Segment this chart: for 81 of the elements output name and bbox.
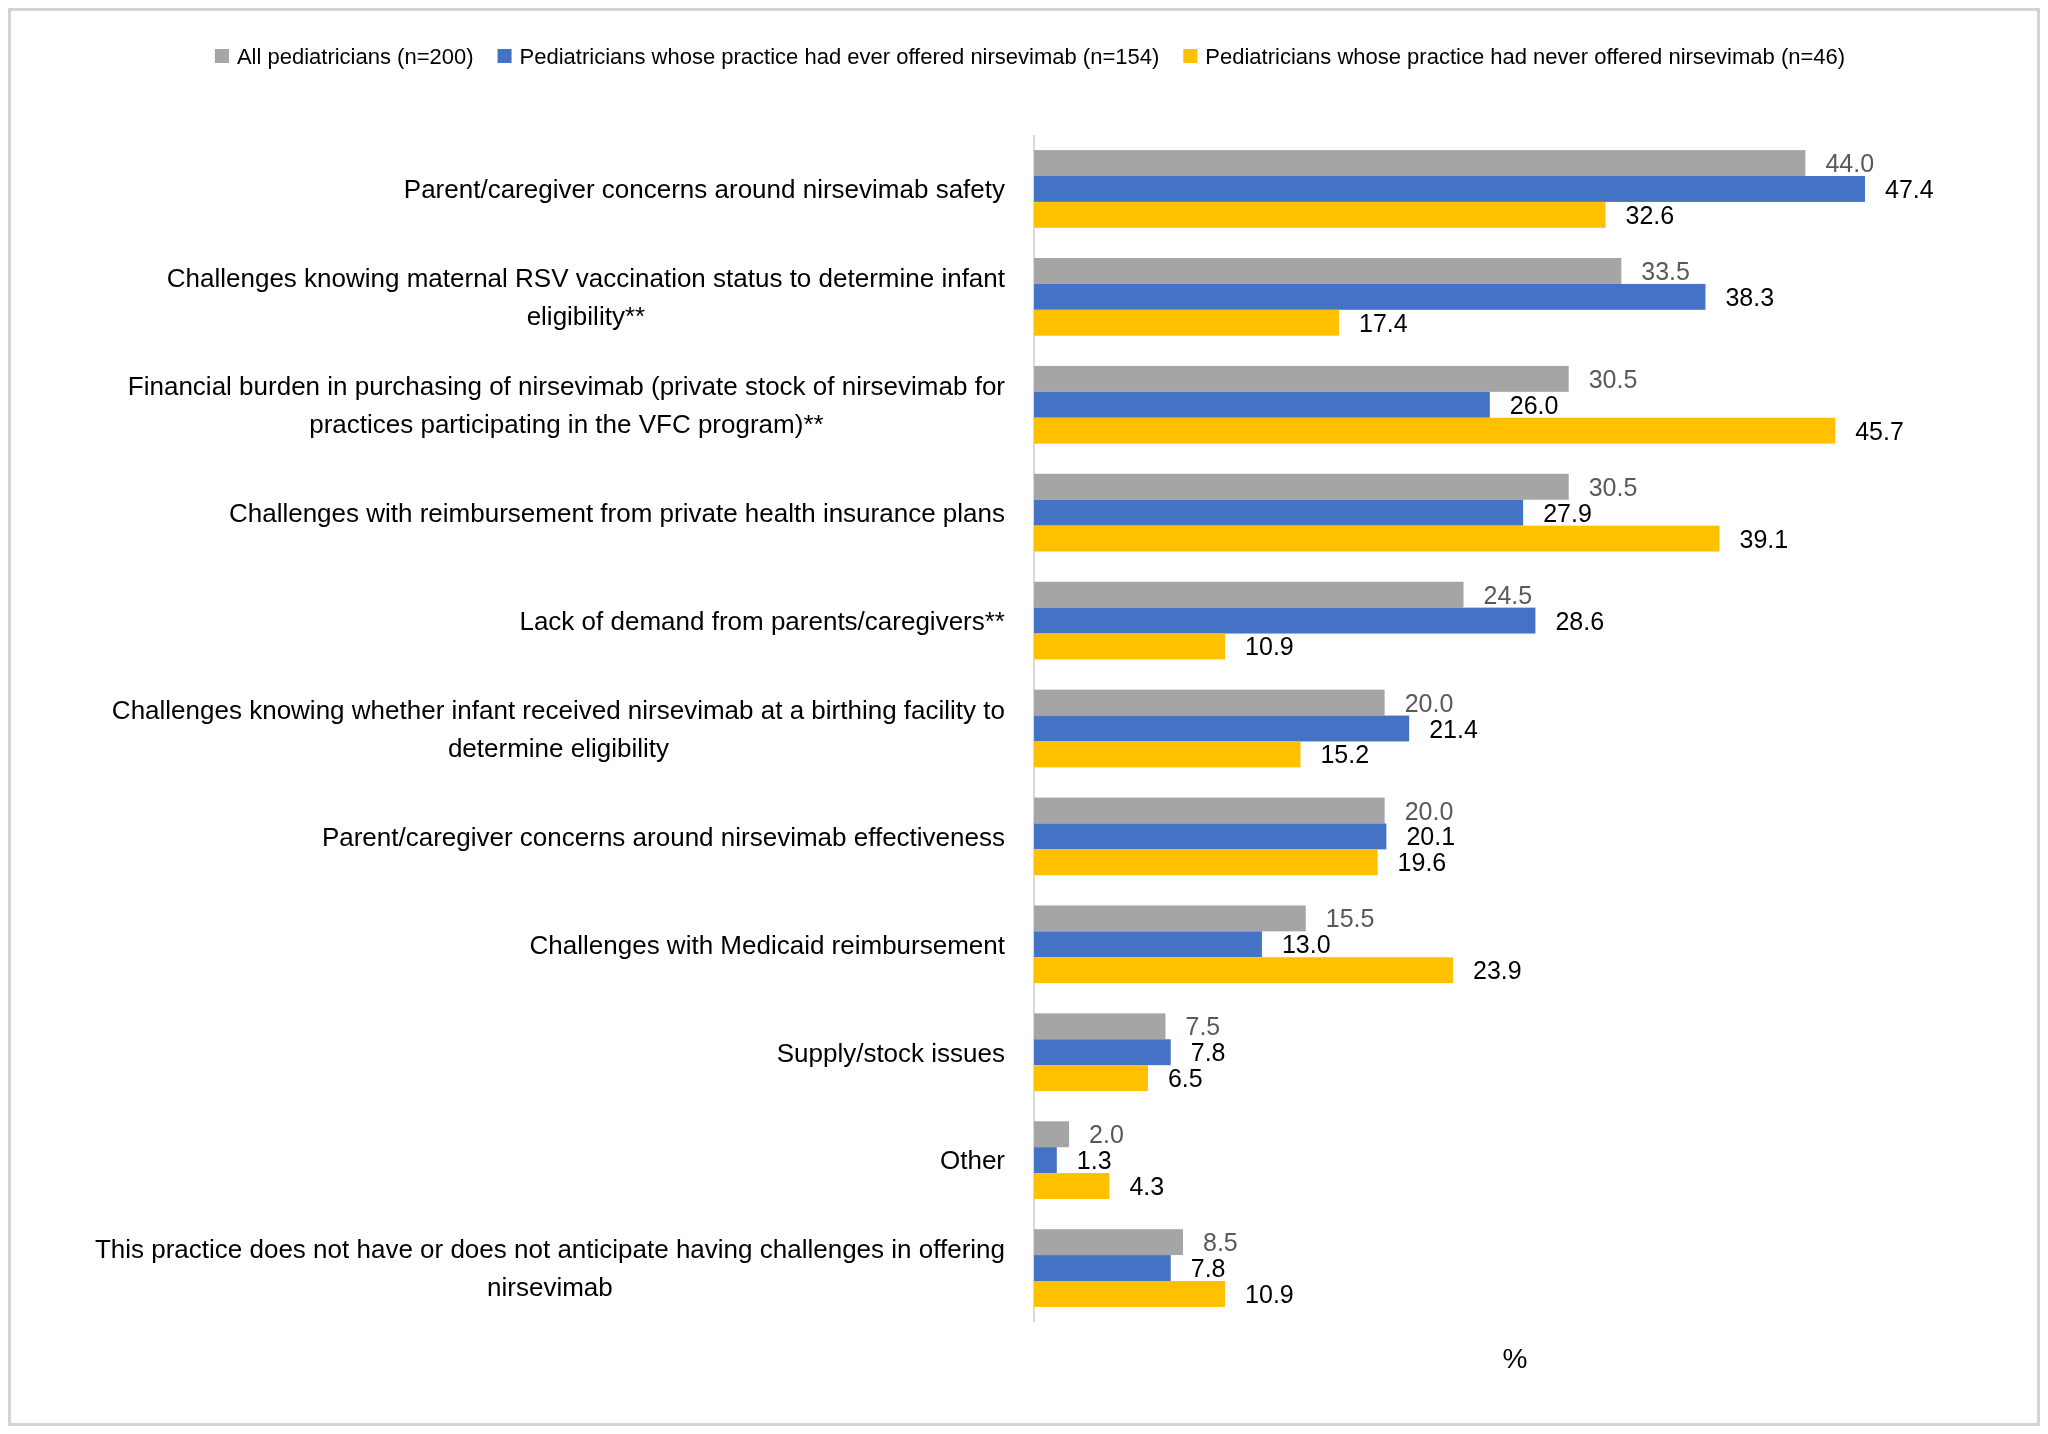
data-label: 45.7 xyxy=(1855,416,1904,445)
bar xyxy=(1034,1147,1057,1174)
data-label: 7.8 xyxy=(1190,1038,1226,1067)
bar xyxy=(1034,1229,1184,1256)
bar xyxy=(1034,957,1454,984)
data-label: 21.4 xyxy=(1429,714,1478,743)
data-label: 30.5 xyxy=(1588,364,1638,393)
data-label: 30.5 xyxy=(1588,472,1638,501)
data-label: 32.6 xyxy=(1625,200,1675,229)
bar xyxy=(1034,715,1410,742)
legend-label: Pediatricians whose practice had ever offered nirsevimab (n=154) xyxy=(519,43,1160,69)
bar xyxy=(1034,283,1706,310)
bar xyxy=(1034,1039,1171,1066)
y-tick-label: Financial burden in purchasing of nirsevimab (private stock of nirsevimab for practices participating in the VFC program)** xyxy=(127,371,1006,440)
y-tick-label: Parent/caregiver concerns around nirsevimab safety xyxy=(403,174,1005,205)
data-label: 10.9 xyxy=(1245,1279,1294,1308)
data-label: 20.1 xyxy=(1406,822,1456,851)
data-label: 7.5 xyxy=(1185,1012,1221,1041)
data-label: 38.3 xyxy=(1725,282,1775,311)
data-label: 7.8 xyxy=(1190,1254,1226,1283)
bar xyxy=(1034,797,1385,824)
data-label: 33.5 xyxy=(1641,256,1690,285)
bar xyxy=(1034,1255,1171,1281)
bar xyxy=(1034,150,1806,177)
data-label: 13.0 xyxy=(1281,930,1331,959)
bar xyxy=(1034,689,1385,716)
bar xyxy=(1034,1013,1166,1040)
data-label: 39.1 xyxy=(1739,524,1789,553)
bar xyxy=(1034,1065,1148,1092)
data-label: 24.5 xyxy=(1483,580,1533,609)
bar xyxy=(1034,391,1490,418)
bar xyxy=(1034,201,1606,228)
data-label: 1.3 xyxy=(1076,1146,1112,1175)
y-tick-label: Challenges knowing whether infant received nirsevimab at a birthing facility to determine eligibility xyxy=(111,694,1005,763)
x-axis-title: % xyxy=(1502,1343,1528,1375)
data-label: 44.0 xyxy=(1825,149,1875,178)
data-label: 8.5 xyxy=(1203,1228,1238,1257)
y-tick-label: Challenges knowing maternal RSV vaccination status to determine infant eligibility** xyxy=(166,263,1006,332)
bar xyxy=(1034,823,1387,850)
legend-label: All pediatricians (n=200) xyxy=(236,43,474,69)
data-label: 15.2 xyxy=(1320,740,1370,769)
y-tick-label: This practice does not have or does not anticipate having challenges in offering nirsevimab xyxy=(94,1234,1005,1303)
legend-label: Pediatricians whose practice had never offered nirsevimab (n=46) xyxy=(1205,43,1846,69)
data-label: 47.4 xyxy=(1885,174,1934,203)
data-label: 26.0 xyxy=(1509,390,1559,419)
data-label: 19.6 xyxy=(1397,848,1447,877)
bar xyxy=(1034,931,1262,958)
bar xyxy=(1034,741,1301,768)
data-label: 6.5 xyxy=(1167,1064,1203,1093)
data-label: 2.0 xyxy=(1089,1120,1124,1149)
bar xyxy=(1034,1280,1226,1307)
data-label: 28.6 xyxy=(1555,606,1605,635)
bar xyxy=(1034,176,1865,202)
bar xyxy=(1034,525,1720,552)
bar xyxy=(1034,473,1569,500)
bar xyxy=(1034,849,1378,876)
bar xyxy=(1034,365,1569,392)
y-tick-label: Challenges with Medicaid reimbursement xyxy=(529,929,1006,960)
y-tick-label: Parent/caregiver concerns around nirsevimab effectiveness xyxy=(321,821,1006,852)
y-tick-label: Challenges with reimbursement from private health insurance plans xyxy=(228,498,1006,529)
y-tick-label: Other xyxy=(939,1145,1006,1176)
data-label: 17.4 xyxy=(1359,308,1408,337)
bar xyxy=(1034,633,1226,660)
bar xyxy=(1034,607,1536,634)
data-label: 10.9 xyxy=(1245,632,1294,661)
data-label: 23.9 xyxy=(1473,956,1522,985)
bar xyxy=(1034,1173,1110,1199)
y-tick-label: Lack of demand from parents/caregivers** xyxy=(519,605,1005,636)
data-label: 20.0 xyxy=(1404,688,1454,717)
data-label: 15.5 xyxy=(1325,904,1375,933)
data-label: 27.9 xyxy=(1543,498,1592,527)
bar xyxy=(1034,1121,1070,1148)
bar xyxy=(1034,417,1836,444)
bar xyxy=(1034,581,1464,608)
bar xyxy=(1034,905,1306,932)
data-label: 4.3 xyxy=(1129,1172,1165,1201)
bar xyxy=(1034,258,1622,284)
bar xyxy=(1034,499,1524,526)
y-tick-label: Supply/stock issues xyxy=(776,1037,1005,1068)
data-label: 20.0 xyxy=(1404,796,1454,825)
bar xyxy=(1034,309,1340,336)
